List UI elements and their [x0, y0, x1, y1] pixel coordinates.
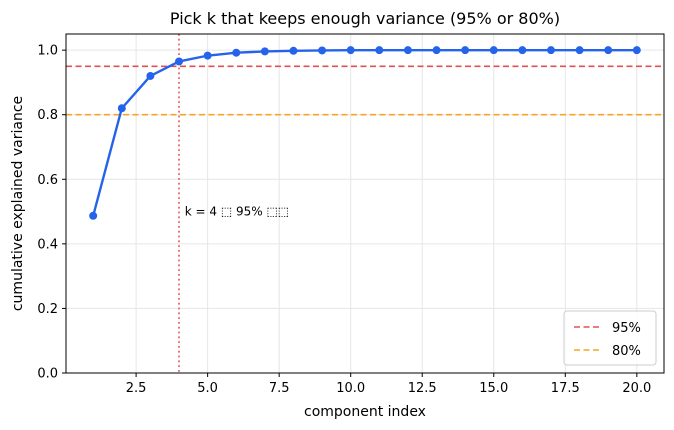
data-point: [575, 46, 584, 55]
data-point: [518, 46, 527, 55]
x-tick-label: 2.5: [126, 381, 147, 396]
annotation-text: k = 4 ⬚ 95% ⬚⬚: [185, 205, 289, 219]
data-point: [546, 46, 555, 55]
legend-label: 95%: [612, 321, 641, 336]
data-point: [318, 46, 327, 55]
reference-lines: [66, 34, 664, 373]
x-tick-label: 5.0: [197, 381, 218, 396]
plot-frame: [65, 33, 665, 374]
data-point: [260, 47, 269, 56]
data-point: [89, 211, 98, 220]
data-point: [203, 51, 212, 60]
x-tick-label: 20.0: [622, 381, 651, 396]
data-point: [604, 46, 613, 55]
x-tick-label: 17.5: [551, 381, 580, 396]
data-point: [346, 46, 355, 55]
y-tick-label: 0.2: [37, 302, 58, 317]
legend: 95% 80%: [563, 310, 657, 366]
data-point: [232, 48, 241, 57]
data-point: [632, 46, 641, 55]
chart-title: Pick k that keeps enough variance (95% o…: [170, 9, 560, 28]
x-tick-label: 12.5: [408, 381, 437, 396]
y-axis-label: cumulative explained variance: [10, 96, 26, 311]
y-tick-label: 0.6: [37, 173, 58, 188]
legend-box: [563, 310, 657, 366]
annotations: k = 4 ⬚ 95% ⬚⬚: [185, 205, 289, 219]
data-point: [175, 57, 184, 66]
series-line: [92, 48, 637, 217]
data-point: [403, 46, 412, 55]
y-tick-label: 0.4: [37, 237, 58, 252]
x-tick-label: 15.0: [479, 381, 508, 396]
axis-ticks: 2.5 5.0 7.5 10.0 12.5 15.0 17.5 20.0 0.0 0.2 0.4 0.…: [37, 44, 651, 396]
y-tick-label: 0.0: [37, 367, 58, 382]
x-axis-label: component index: [304, 404, 426, 420]
data-point: [289, 46, 298, 55]
y-tick-label: 1.0: [37, 44, 58, 59]
x-tick-label: 10.0: [336, 381, 365, 396]
y-tick-label: 0.8: [37, 108, 58, 123]
data-point: [375, 46, 384, 55]
legend-label: 80%: [612, 344, 641, 359]
data-point: [117, 104, 126, 113]
data-point: [461, 46, 470, 55]
x-tick-label: 7.5: [269, 381, 290, 396]
data-point: [489, 46, 498, 55]
data-point: [146, 71, 155, 80]
data-point: [432, 46, 441, 55]
series-layer: [89, 46, 641, 220]
